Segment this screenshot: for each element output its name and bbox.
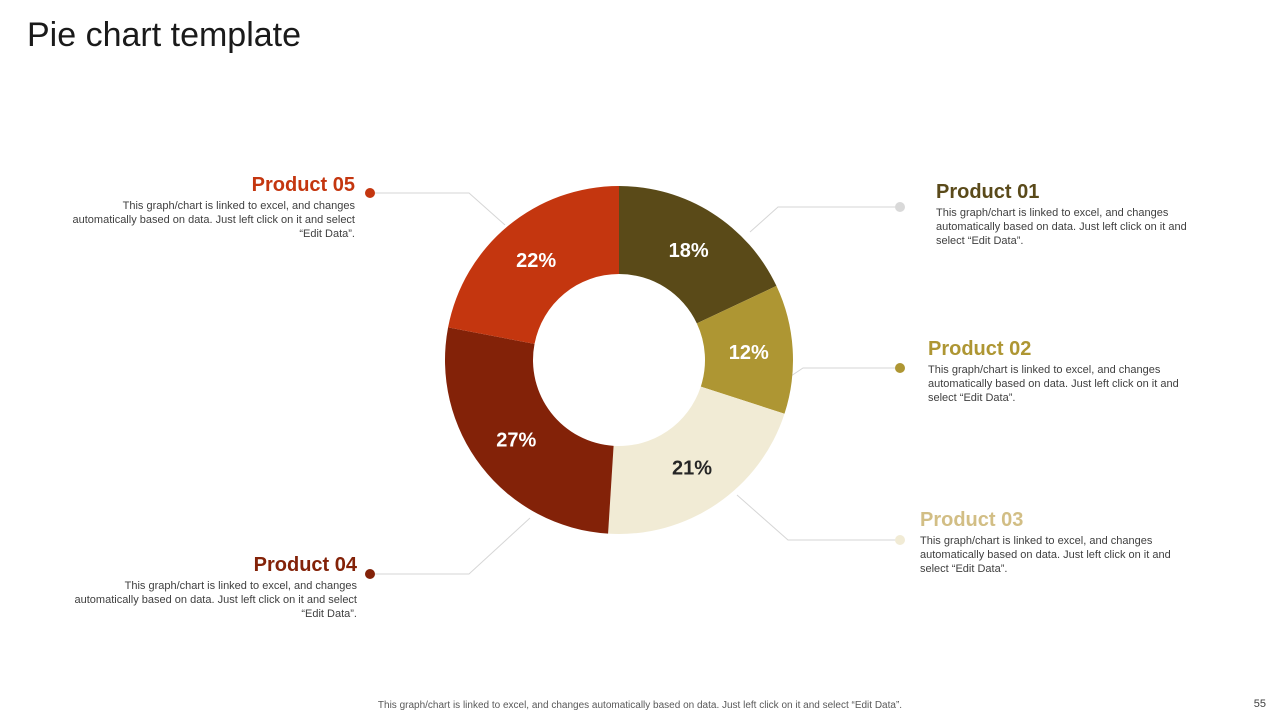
leader-line-product-02 [790, 367, 900, 377]
leader-line-product-03 [736, 494, 900, 541]
donut-slice-product-05[interactable] [448, 186, 619, 344]
leader-lines [370, 192, 900, 575]
product-03-block: Product 03 This graph/chart is linked to… [920, 509, 1180, 576]
donut-slice-labels: 18% 12% 21% 27% 22% [496, 240, 769, 479]
leader-line-product-01 [749, 206, 900, 233]
marker-dot-product-01 [895, 202, 905, 212]
product-03-desc: This graph/chart is linked to excel, and… [920, 535, 1171, 575]
product-05-heading: Product 05 [251, 174, 355, 196]
donut-slice-product-04[interactable] [445, 327, 614, 534]
marker-dot-product-05 [365, 188, 375, 198]
leader-line-product-05 [370, 192, 506, 226]
marker-dot-product-03 [895, 535, 905, 545]
marker-dot-product-04 [365, 569, 375, 579]
product-05-block: Product 05 This graph/chart is linked to… [65, 174, 356, 241]
slice-label-product-01: 18% [669, 240, 709, 262]
donut-slice-product-03[interactable] [608, 386, 785, 535]
product-04-block: Product 04 This graph/chart is linked to… [67, 554, 358, 621]
product-05-desc: This graph/chart is linked to excel, and… [72, 200, 356, 240]
leader-line-product-04 [370, 517, 531, 575]
product-02-block: Product 02 This graph/chart is linked to… [928, 338, 1188, 405]
slice-label-product-03: 21% [672, 458, 712, 480]
slice-label-product-04: 27% [496, 430, 536, 452]
page-number: 55 [1253, 698, 1266, 710]
footer-note: This graph/chart is linked to excel, and… [377, 700, 903, 711]
donut-slices [445, 186, 793, 535]
product-01-desc: This graph/chart is linked to excel, and… [936, 207, 1187, 247]
product-02-heading: Product 02 [928, 338, 1032, 360]
product-01-heading: Product 01 [936, 181, 1040, 203]
product-02-desc: This graph/chart is linked to excel, and… [928, 364, 1179, 404]
product-03-heading: Product 03 [920, 509, 1024, 531]
slice-label-product-05: 22% [516, 250, 556, 272]
page-title: Pie chart template [27, 16, 302, 54]
slice-label-product-02: 12% [729, 342, 769, 364]
product-04-desc: This graph/chart is linked to excel, and… [74, 580, 358, 620]
donut-slice-product-01[interactable] [619, 186, 777, 324]
product-01-block: Product 01 This graph/chart is linked to… [936, 181, 1196, 248]
marker-dot-product-02 [895, 363, 905, 373]
product-04-heading: Product 04 [253, 554, 357, 576]
donut-slice-product-02[interactable] [696, 285, 793, 414]
